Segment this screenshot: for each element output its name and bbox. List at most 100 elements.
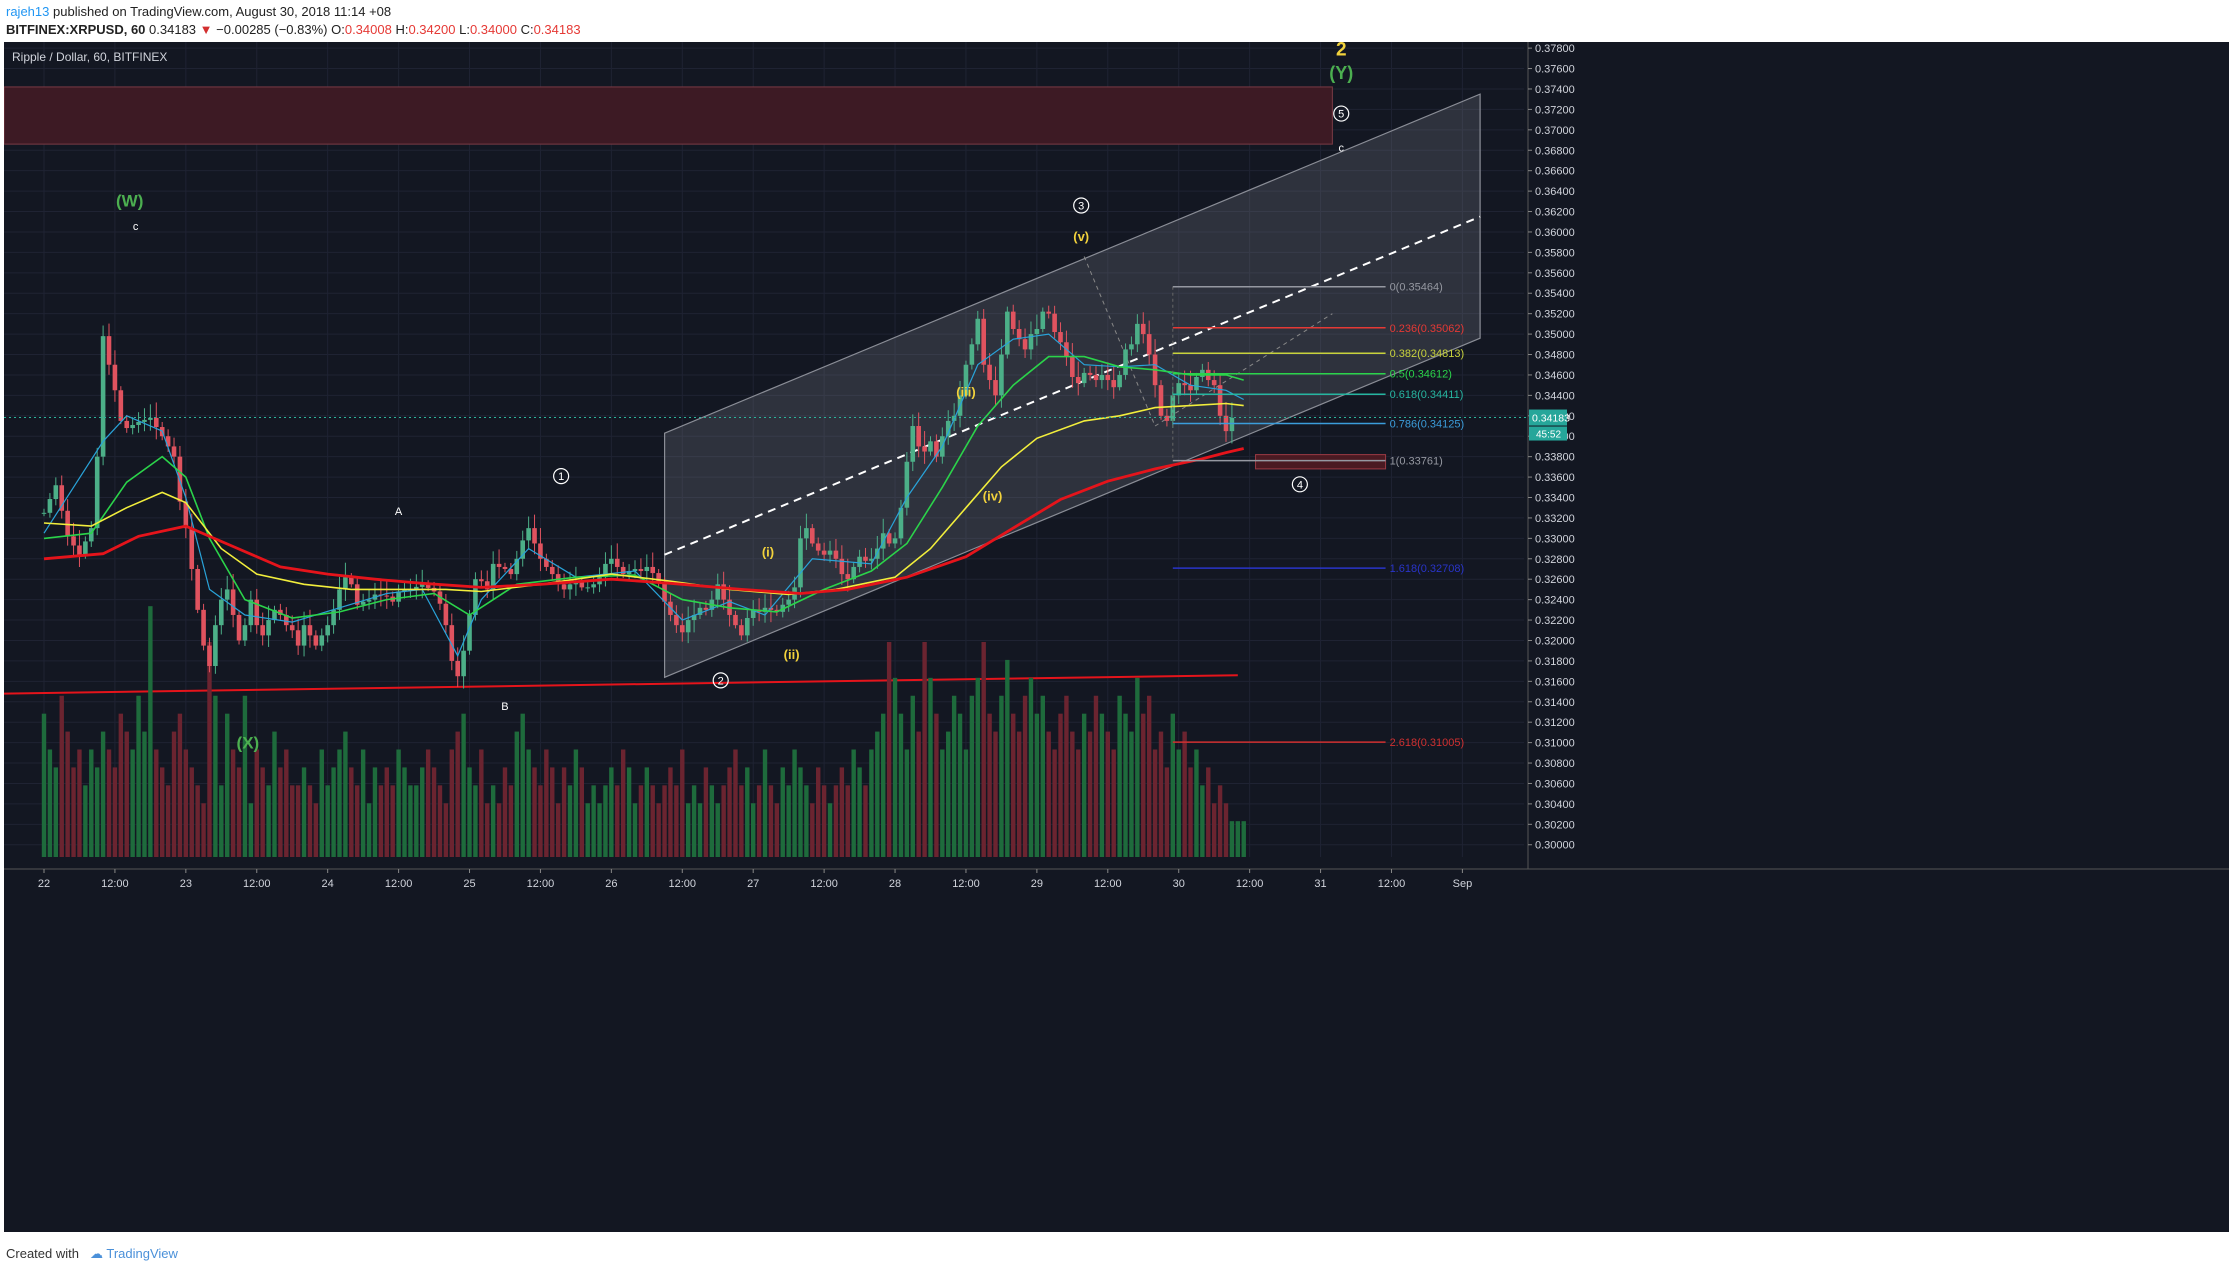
candle-body: [313, 635, 319, 646]
volume-bar: [319, 749, 324, 857]
high-label: H:: [395, 22, 409, 37]
volume-bar: [644, 767, 650, 857]
tradingview-logo[interactable]: ☁ TradingView: [90, 1246, 178, 1262]
candle-body: [869, 558, 874, 561]
candle-body: [1229, 417, 1235, 432]
volume-bar: [987, 713, 992, 857]
projection-line: [1083, 256, 1156, 427]
moving-averages: [43, 333, 1245, 658]
fib-level-label: 0.236(0.35062): [1390, 323, 1465, 335]
wave-number: 5: [1338, 109, 1344, 121]
volume-bar: [408, 785, 413, 857]
candle-body: [1117, 374, 1122, 388]
author-link[interactable]: rajeh13: [6, 4, 50, 19]
high-value: 0.34200: [408, 22, 456, 37]
volume-bar: [898, 713, 904, 857]
candle-body: [366, 599, 372, 602]
last-price-label: 0.34183: [1532, 413, 1570, 425]
published-text: published on TradingView.com, August 30,…: [53, 4, 392, 19]
price-change: −0.00285 (−0.83%): [216, 22, 328, 37]
candle-body: [620, 566, 626, 575]
candle-body: [307, 625, 313, 636]
candle-body: [189, 528, 195, 569]
candle-body: [1217, 385, 1223, 416]
candle-body: [733, 614, 738, 626]
candle-body: [798, 538, 803, 588]
candle-body: [490, 563, 496, 590]
volume-bar: [691, 785, 697, 857]
volume-bar: [390, 785, 395, 857]
volume-bar: [366, 803, 372, 857]
candle-body: [1052, 313, 1057, 333]
candle-body: [248, 599, 254, 626]
volume-bar: [1211, 803, 1217, 857]
volume-bar: [951, 695, 957, 857]
candle-body: [750, 609, 756, 619]
candle-body: [934, 441, 939, 457]
volume-bar: [112, 767, 118, 857]
volume-bar: [869, 749, 874, 857]
candle-body: [656, 573, 661, 584]
volume-bar: [1146, 695, 1152, 857]
footer: Created with ☁ TradingView: [0, 1234, 2229, 1273]
price-tick-label: 0.37800: [1535, 43, 1575, 55]
price-tick-label: 0.31600: [1535, 676, 1575, 688]
volume-bar: [360, 749, 366, 857]
volume-bar: [810, 803, 815, 857]
price-axis[interactable]: 0.37800 0.37600 0.37400 0.37200 0.37000 0.368…: [4, 42, 2229, 1232]
price-chart[interactable]: 0(0.35464)0.236(0.35062)0.382(0.34813)0.…: [4, 42, 2229, 1232]
price-tick-label: 0.30600: [1535, 778, 1575, 790]
candle-body: [1028, 334, 1034, 350]
candle-body: [1129, 344, 1134, 350]
volume-bar: [756, 785, 762, 857]
volume-bar: [248, 803, 254, 857]
volume-bar: [106, 749, 112, 857]
fib-level-label: 0.618(0.34411): [1390, 389, 1464, 401]
time-axis[interactable]: 22 12:00 23 12:00 24 12:00 25 12:00 26 12:00 27 12:…: [4, 868, 2229, 890]
time-tick-label: 12:00: [385, 878, 413, 890]
volume-bar: [892, 677, 898, 857]
candle-body: [981, 318, 986, 365]
candle-body: [467, 614, 472, 651]
volume-bar: [278, 767, 283, 857]
volume-bar: [963, 749, 969, 857]
volume-bar: [89, 749, 94, 857]
volume-bar: [1034, 713, 1040, 857]
volume-bar: [816, 767, 821, 857]
volume-bar: [461, 713, 466, 857]
candle-body: [975, 318, 981, 345]
volume-bar: [904, 749, 910, 857]
price-tick-label: 0.37400: [1535, 84, 1575, 96]
fib-level-label: 2.618(0.31005): [1390, 737, 1465, 749]
volume-bar: [154, 749, 159, 857]
candle-body: [83, 541, 88, 555]
candle-body: [325, 625, 330, 636]
resistance-zone: [4, 86, 1333, 145]
down-arrow-icon: ▼: [199, 22, 213, 37]
volume-bar: [479, 749, 484, 857]
volume-bar: [934, 713, 939, 857]
candle-body: [484, 581, 490, 590]
volume-bar: [1241, 821, 1246, 857]
candle-body: [614, 558, 620, 567]
candle-body: [47, 499, 53, 513]
price-tick-label: 0.34400: [1535, 390, 1575, 402]
chart-area[interactable]: 0(0.35464) 0.236(0.35062) 0.382(0.34813) 0.…: [4, 42, 2229, 1232]
candle-body: [1211, 380, 1217, 386]
candle-body: [266, 620, 271, 636]
volume-bar: [47, 749, 53, 857]
candle-body: [1135, 323, 1140, 345]
volume-bar: [638, 785, 644, 857]
volume-bar: [142, 731, 147, 857]
volume-bar: [774, 803, 780, 857]
volume-bar: [100, 731, 106, 857]
volume-bar: [845, 785, 850, 857]
candle-body: [443, 603, 449, 626]
candle-body: [1164, 415, 1170, 421]
candle-body: [94, 456, 100, 529]
volume-bar: [272, 731, 277, 857]
wave-number: 4: [1297, 479, 1303, 491]
candle-body: [496, 563, 502, 567]
candle-body: [100, 336, 106, 457]
volume-bar: [1176, 749, 1181, 857]
